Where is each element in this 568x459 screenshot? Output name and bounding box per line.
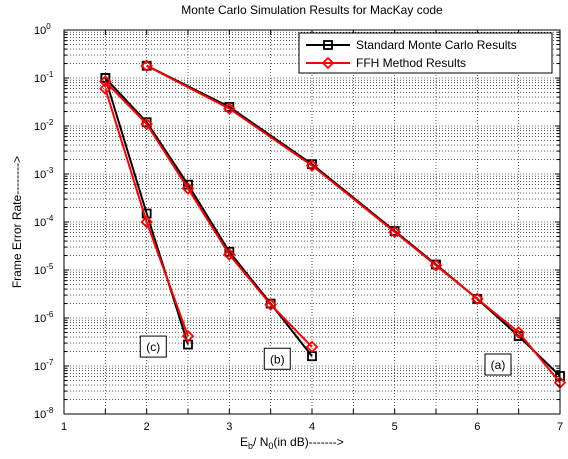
x-tick-label: 6 <box>474 421 480 433</box>
data-point-diamond <box>512 326 525 339</box>
y-tick-label: 100 <box>34 22 51 37</box>
data-point-diamond <box>305 340 319 354</box>
y-tick-label: 10-1 <box>34 70 54 85</box>
y-tick-label: 10-5 <box>34 262 54 277</box>
data-point-diamond <box>305 159 319 172</box>
series-layer <box>99 59 567 389</box>
legend-marker-diamond <box>321 56 335 70</box>
data-point-diamond <box>140 215 153 229</box>
x-tick-label: 1 <box>61 421 67 433</box>
x-axis-label-sub-b: b <box>248 441 253 451</box>
y-tick-label: 10-6 <box>34 310 54 325</box>
x-axis-label-mid: / N <box>253 435 268 449</box>
y-tick-label: 10-2 <box>34 118 54 133</box>
x-tick-label: 4 <box>309 421 315 433</box>
legend-label-ffh: FFH Method Results <box>356 56 466 70</box>
x-tick-label: 5 <box>392 421 398 433</box>
y-tick-label: 10-3 <box>34 166 54 181</box>
data-point-diamond <box>99 82 112 95</box>
y-tick-label: 10-4 <box>34 214 54 229</box>
annotation-label: (b) <box>270 352 285 366</box>
annotations: (c) (b) (a) <box>139 335 512 376</box>
tick-labels: 1 2 3 4 5 6 7 10-8 10-7 10-6 10-5 10-4 10-3 10-2 10-1 1… <box>34 22 563 433</box>
x-axis-label-sub-0: 0 <box>268 441 273 451</box>
data-point-diamond <box>429 259 443 272</box>
annotation-label: (a) <box>491 358 506 372</box>
series-line-ffh <box>104 88 189 337</box>
annotation-box <box>484 353 512 376</box>
legend-marker-square <box>323 40 333 50</box>
x-tick-label: 3 <box>226 421 232 433</box>
legend-label-standard: Standard Monte Carlo Results <box>356 38 517 52</box>
series-ffh <box>99 59 567 389</box>
x-axis-label-base: E <box>240 435 248 449</box>
annotation-box <box>263 347 291 370</box>
data-point-diamond <box>181 182 195 195</box>
x-axis-label-tail: (in dB)-------> <box>273 435 343 449</box>
annotation-label: (c) <box>146 340 160 354</box>
data-point-diamond <box>471 292 484 306</box>
x-tick-label: 7 <box>557 421 563 433</box>
data-point-diamond <box>388 225 401 239</box>
data-point-diamond <box>140 59 153 73</box>
y-tick-label: 10-8 <box>34 406 54 421</box>
annotation-box <box>139 335 167 358</box>
x-axis-label: Eb/ N0(in dB)-------> <box>240 435 344 451</box>
series-line-ffh <box>146 64 561 384</box>
series-line-ffh <box>104 80 313 348</box>
data-point-diamond <box>223 248 236 261</box>
data-point-diamond <box>99 75 112 88</box>
data-point-diamond <box>140 117 153 131</box>
data-point-diamond <box>223 102 236 115</box>
chart-title: Monte Carlo Simulation Results for MacKa… <box>181 3 443 17</box>
data-point-diamond <box>264 298 277 311</box>
plot-frame <box>63 29 561 415</box>
legend-box <box>298 32 553 74</box>
y-axis-label: Frame Error Rate--------> <box>10 156 24 288</box>
x-tick-label: 2 <box>144 421 150 433</box>
data-point-diamond <box>181 329 195 343</box>
y-tick-label: 10-7 <box>34 358 54 373</box>
legend: Standard Monte Carlo Results FFH Method … <box>298 32 553 74</box>
